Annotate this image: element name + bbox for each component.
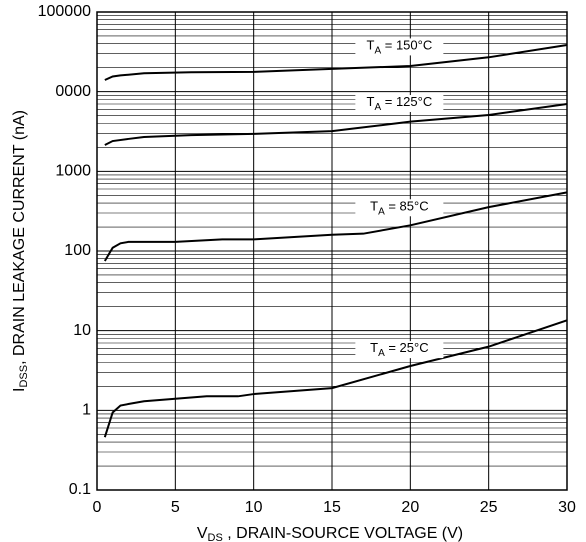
curve xyxy=(103,191,568,262)
label-sub: A xyxy=(378,348,385,359)
label-rest: = 125°C xyxy=(381,94,432,109)
x-tick-label: 30 xyxy=(558,499,576,516)
y-axis-label-main: I xyxy=(11,388,28,392)
y-tick-label: 10 xyxy=(73,322,91,339)
x-tick-label: 15 xyxy=(323,499,341,516)
y-tick-label: 100 xyxy=(64,242,91,259)
x-tick-label: 10 xyxy=(245,499,263,516)
x-axis-label: VDS , DRAIN-SOURCE VOLTAGE (V) xyxy=(197,525,463,542)
curve-label: TA = 25°C xyxy=(370,341,429,359)
x-tick-label: 5 xyxy=(171,499,180,516)
y-tick-label: 1000 xyxy=(55,163,91,180)
label-main: T xyxy=(370,341,378,356)
curve-label: TA = 85°C xyxy=(370,199,429,217)
label-bg xyxy=(355,94,444,112)
x-tick-label: 0 xyxy=(93,499,102,516)
label-main: T xyxy=(367,94,375,109)
curve xyxy=(103,319,568,438)
curve xyxy=(104,103,568,146)
label-sub: A xyxy=(378,206,385,217)
x-tick-label: 20 xyxy=(401,499,419,516)
label-sub: A xyxy=(374,102,381,113)
curve-label: TA = 150°C xyxy=(367,38,433,56)
x-axis-label-rest: , DRAIN-SOURCE VOLTAGE (V) xyxy=(223,525,463,542)
curve-label: TA = 125°C xyxy=(367,94,433,112)
label-main: T xyxy=(367,38,375,53)
label-bg xyxy=(355,341,444,359)
y-tick-label: 0.1 xyxy=(69,481,91,498)
label-sub: A xyxy=(374,45,381,56)
y-tick-label: 0000 xyxy=(55,83,91,100)
y-tick-label: 1 xyxy=(82,402,91,419)
y-axis-label-rest: , DRAIN LEAKAGE CURRENT (nA) xyxy=(11,110,28,365)
y-axis-label: IDSS, DRAIN LEAKAGE CURRENT (nA) xyxy=(11,110,30,392)
x-axis-label-main: V xyxy=(197,525,208,542)
x-tick-label: 25 xyxy=(480,499,498,516)
curve xyxy=(104,44,568,81)
label-bg xyxy=(355,38,444,56)
label-bg xyxy=(355,199,444,217)
y-axis-label-sub: DSS xyxy=(18,365,30,388)
plot-frame xyxy=(96,11,568,491)
label-rest: = 85°C xyxy=(385,199,429,214)
x-axis-label-sub: DS xyxy=(208,532,223,542)
label-main: T xyxy=(370,199,378,214)
label-rest: = 25°C xyxy=(385,341,429,356)
y-tick-label: 100000 xyxy=(38,3,91,20)
label-rest: = 150°C xyxy=(381,38,432,53)
